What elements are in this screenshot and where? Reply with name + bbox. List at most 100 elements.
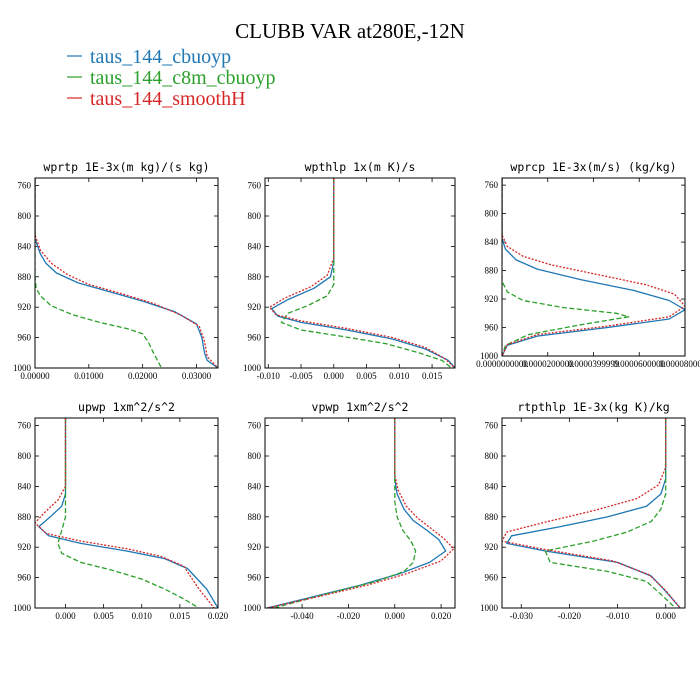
x-tick-label: -0.030 [510,611,534,621]
y-tick-label: 880 [248,512,262,522]
series-line [267,418,447,608]
x-tick-label: 0.0000000000 [476,359,528,369]
y-tick-label: 760 [248,181,262,191]
plot-frame [34,177,219,369]
x-tick-label: 0.015 [170,611,191,621]
legend-label: taus_144_smoothH [90,88,246,110]
y-tick-label: 760 [18,181,32,191]
x-tick-label: 0.000 [385,611,406,621]
y-tick-label: 1000 [13,363,32,373]
series-line [502,178,685,356]
y-tick-label: 880 [485,512,499,522]
y-tick-label: 840 [18,241,32,251]
series-line [502,178,630,356]
y-tick-label: 960 [248,333,262,343]
subplot-title: wprcp 1E-3x(m/s) (kg/kg) [510,160,676,174]
y-tick-label: 1000 [13,603,32,613]
y-tick-label: 920 [248,542,262,552]
series-group [502,418,681,608]
y-tick-label: 800 [248,451,262,461]
figure-title: CLUBB VAR at280E,-12N [235,19,465,43]
y-tick-label: 760 [248,421,262,431]
x-tick-label: 0.000 [656,611,677,621]
x-tick-label: -0.040 [290,611,314,621]
y-tick-label: 760 [485,180,499,190]
y-tick-label: 840 [18,481,32,491]
y-tick-label: 960 [18,333,32,343]
x-tick-label: -0.005 [289,371,313,381]
y-tick-label: 840 [485,237,499,247]
legend-label: taus_144_cbuoyp [90,46,231,68]
series-group [267,418,455,608]
subplot-grid: wprtp 1E-3x(m kg)/(s kg) 760 800 840 880 920 9… [13,160,700,621]
plot-frame [264,177,456,369]
y-tick-label: 960 [485,573,499,583]
y-tick-label: 920 [18,542,32,552]
y-tick-label: 880 [248,272,262,282]
x-tick-label: 0.0000800000 [659,359,700,369]
y-tick-label: 960 [18,573,32,583]
series-group [35,418,218,608]
series-line [35,178,218,368]
series-line [502,418,681,608]
y-tick-label: 840 [248,241,262,251]
y-tick-label: 920 [248,302,262,312]
series-line [268,178,455,368]
series-line [544,418,676,608]
subplot: vpwp 1xm^2/s^2 760 800 840 880 920 960 1000 -0.0… [243,400,456,621]
x-tick-label: 0.020 [431,611,452,621]
legend-entry: taus_144_smoothH [67,88,246,110]
series-line [502,178,685,356]
x-tick-label: 0.0000600000 [613,359,665,369]
x-tick-label: -0.020 [558,611,582,621]
y-tick-label: 880 [18,272,32,282]
subplot: wpthlp 1x(m K)/s7608008408809209601000-0… [243,160,456,381]
series-group [502,178,685,356]
series-group [35,178,218,368]
y-tick-label: 800 [485,209,499,219]
x-tick-label: 0.000 [55,611,76,621]
legend-entry: taus_144_cbuoyp [67,46,231,68]
series-line [38,418,218,608]
y-tick-label: 840 [485,481,499,491]
subplot: rtpthlp 1E-3x(kg K)/kg 760 800 840 880 920 960… [480,400,686,621]
x-tick-label: 0.005 [94,611,115,621]
x-tick-label: 0.010 [389,371,410,381]
series-line [267,418,455,608]
y-tick-label: 960 [248,573,262,583]
x-tick-label: 0.02000 [128,371,158,381]
x-tick-label: 0.0000200000 [522,359,574,369]
legend-entry: taus_144_c8m_cbuoyp [67,67,276,89]
series-group [268,178,455,368]
y-tick-label: 800 [18,211,32,221]
y-tick-label: 1000 [243,603,262,613]
plot-frame [501,417,686,609]
y-tick-label: 800 [485,451,499,461]
y-tick-label: 1000 [480,351,499,361]
subplot-title: rtpthlp 1E-3x(kg K)/kg [517,400,669,414]
subplot-title: vpwp 1xm^2/s^2 [312,400,409,414]
y-tick-label: 1000 [243,363,262,373]
y-tick-label: 920 [18,302,32,312]
x-tick-label: 0.00000 [20,371,50,381]
y-tick-label: 920 [485,294,499,304]
series-line [57,418,200,608]
x-tick-label: 0.020 [208,611,229,621]
subplot: upwp 1xm^2/s^2 760 800 840 880 920 960 1000 0.00… [13,400,229,621]
plot-frame [501,177,686,357]
legend: taus_144_cbuoyp taus_144_c8m_cbuoyp taus… [67,46,276,110]
series-line [270,178,455,368]
x-tick-label: -0.020 [337,611,361,621]
x-tick-label: 0.000 [324,371,345,381]
series-line [35,178,163,368]
y-tick-label: 840 [248,481,262,491]
subplot: wprtp 1E-3x(m kg)/(s kg) 760 800 840 880 920 9… [13,160,219,381]
legend-label: taus_144_c8m_cbuoyp [90,67,276,89]
y-tick-label: 760 [18,421,32,431]
x-tick-label: 0.005 [356,371,377,381]
series-line [35,178,218,368]
x-tick-label: 0.010 [132,611,153,621]
series-line [280,178,453,368]
x-tick-label: -0.010 [606,611,630,621]
